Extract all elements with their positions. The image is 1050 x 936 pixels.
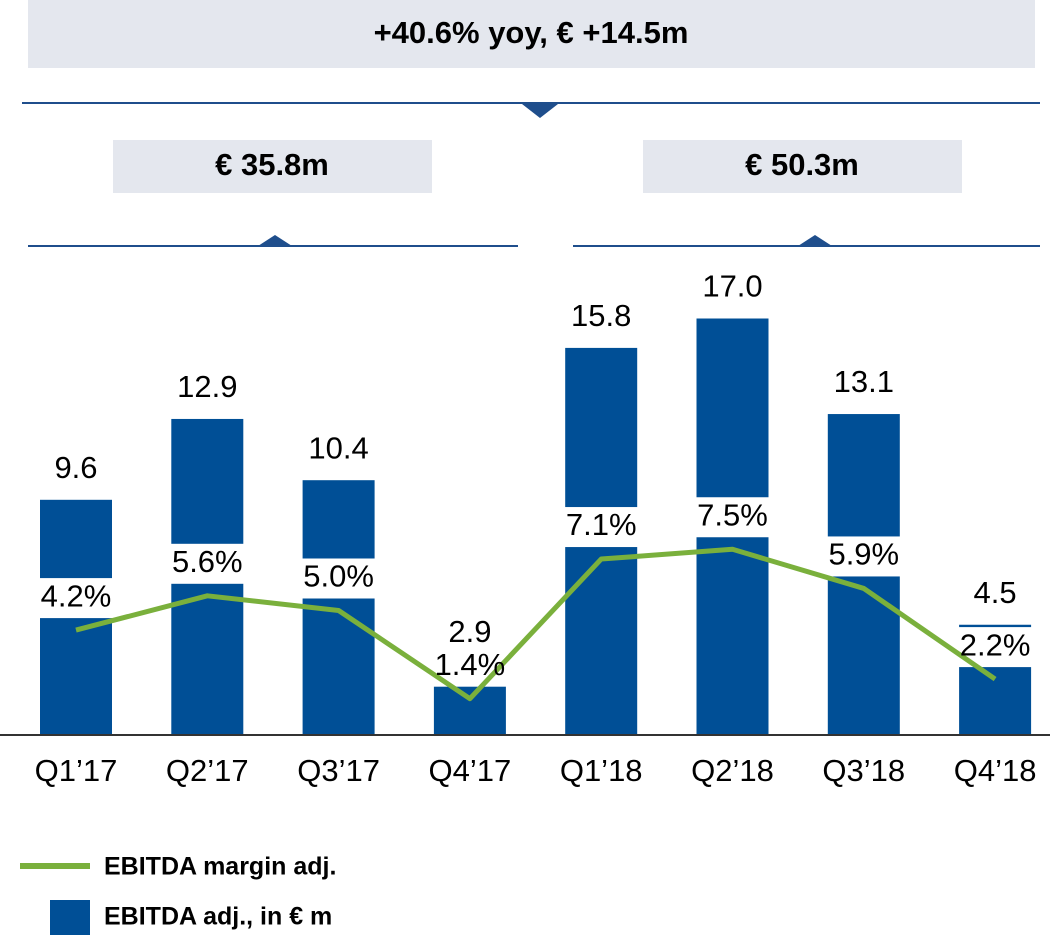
x-tick-label: Q3’17 <box>297 753 380 788</box>
margin-line <box>75 546 997 702</box>
banner-text: +40.6% yoy, € +14.5m <box>374 15 689 50</box>
label-background <box>688 497 777 538</box>
label-background <box>163 543 252 584</box>
bar-value-label: 17.0 <box>702 269 762 304</box>
x-tick-label: Q2’18 <box>691 753 774 788</box>
bar-value-label: 13.1 <box>834 364 894 399</box>
bracket-arrow <box>258 235 292 246</box>
line-value-label: 4.2% <box>41 578 112 613</box>
line-value-label: 5.6% <box>172 544 243 579</box>
line-value-label: 1.4% <box>435 647 506 682</box>
legend-label: EBITDA adj., in € m <box>104 903 332 931</box>
bar-value-label: 2.9 <box>448 614 491 649</box>
bracket-arrow <box>798 235 832 246</box>
line-value-label: 2.2% <box>960 627 1031 662</box>
banner <box>643 140 962 193</box>
bracket-arrow <box>522 104 558 118</box>
bar-value-label: 10.4 <box>308 430 368 465</box>
bar-value-label: 9.6 <box>54 450 97 485</box>
line-value-label: 5.9% <box>828 537 899 572</box>
line-value-label: 5.0% <box>303 559 374 594</box>
x-tick-label: Q1’17 <box>35 753 118 788</box>
line-value-label: 7.1% <box>566 507 637 542</box>
label-background <box>32 578 120 619</box>
x-tick-label: Q4’17 <box>429 753 512 788</box>
banner-text: € 35.8m <box>215 147 329 182</box>
x-tick-label: Q2’17 <box>166 753 249 788</box>
x-tick-label: Q3’18 <box>822 753 905 788</box>
legend-label: EBITDA margin adj. <box>104 853 336 881</box>
banner-text: € 50.3m <box>745 147 859 182</box>
legend-swatch <box>50 900 90 935</box>
banner <box>113 140 432 193</box>
x-tick-label: Q4’18 <box>954 753 1037 788</box>
label-background <box>294 558 383 599</box>
label-background <box>819 536 908 577</box>
bar-value-label: 4.5 <box>974 575 1017 610</box>
x-tick-label: Q1’18 <box>560 753 643 788</box>
bar-value-label: 12.9 <box>177 369 237 404</box>
plot: 9.6 Q1’17 12.9 Q2’17 10.4 Q3’17 2.9 Q4’17 15.8 Q1… <box>0 269 1050 788</box>
banner <box>28 0 1035 68</box>
bar-value-label: 15.8 <box>571 298 631 333</box>
label-background <box>557 507 646 548</box>
line-value-label: 7.5% <box>697 497 768 532</box>
